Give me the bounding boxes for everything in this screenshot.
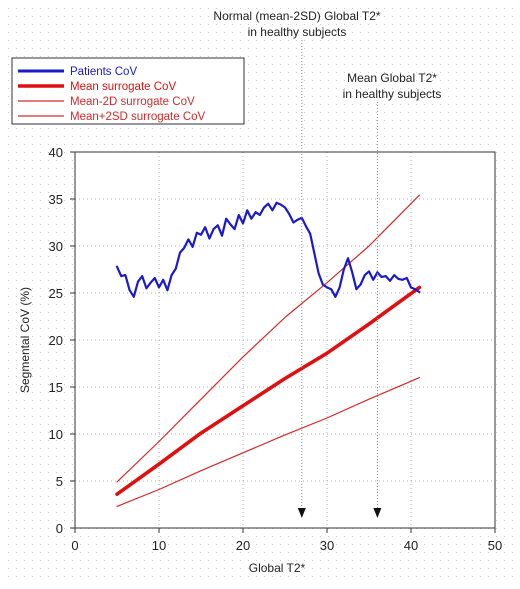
series-line-mean-2sd-surrogate-cov	[116, 194, 420, 483]
x-tick-label: 10	[152, 538, 166, 553]
y-tick-label: 35	[49, 192, 63, 207]
series-line-patients-cov	[115, 201, 421, 298]
x-tick-label: 40	[404, 538, 418, 553]
annotation-arrow	[373, 508, 382, 518]
annotation-text: Normal (mean-2SD) Global T2*	[213, 9, 380, 23]
series-line-mean-2d-surrogate-cov	[116, 377, 420, 507]
annotation-text: in healthy subjects	[248, 25, 347, 39]
annotation-text: in healthy subjects	[343, 87, 442, 101]
plot-background	[75, 152, 495, 528]
series-line-mean-surrogate-cov	[115, 285, 422, 496]
y-tick-label: 30	[49, 239, 63, 254]
x-tick-label: 20	[236, 538, 250, 553]
legend: Patients CoV Mean surrogate CoV Mean-2D su…	[11, 57, 245, 125]
x-tick-label: 50	[488, 538, 502, 553]
y-tick-label: 15	[49, 380, 63, 395]
x-tick-label: 0	[71, 538, 78, 553]
legend-label: Patients CoV	[70, 66, 137, 78]
y-tick-label: 25	[49, 286, 63, 301]
annotations: Normal (mean-2SD) Global T2* in healthy s…	[213, 9, 441, 518]
legend-label: Mean+2SD surrogate CoV	[70, 111, 206, 123]
y-tick-label: 5	[56, 474, 63, 489]
legend-box	[11, 57, 245, 125]
annotation-arrow	[297, 508, 306, 518]
x-tick-label: 30	[320, 538, 334, 553]
y-tick-label: 20	[49, 333, 63, 348]
legend-label: Mean-2D surrogate CoV	[70, 96, 195, 108]
y-tick-label: 0	[56, 521, 63, 536]
x-axis-label: Global T2*	[249, 561, 306, 575]
plot-area: 0 10 20 30 40 50 0 5 10 15 20 25 30 35 40 Global T2* Seg…	[18, 145, 502, 575]
y-tick-label: 40	[49, 145, 63, 160]
legend-label: Mean surrogate CoV	[70, 81, 176, 93]
annotation-text: Mean Global T2*	[347, 71, 437, 85]
y-tick-label: 10	[49, 427, 63, 442]
y-axis-label: Segmental CoV (%)	[18, 287, 32, 393]
